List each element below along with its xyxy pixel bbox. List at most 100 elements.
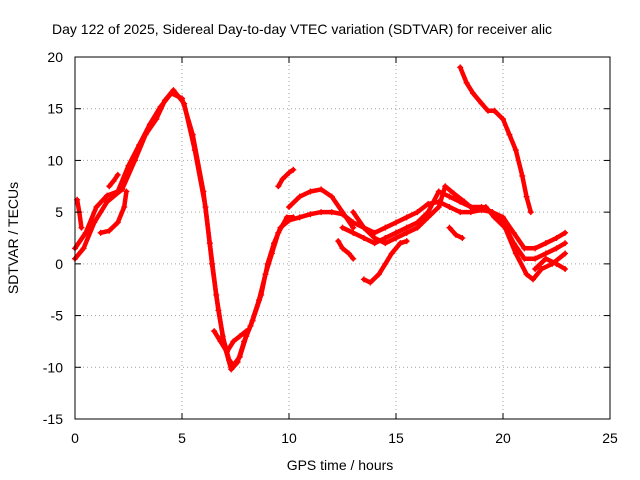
series-line	[457, 65, 534, 215]
series-line	[211, 328, 249, 355]
data-point	[512, 147, 519, 154]
data-point	[562, 266, 569, 273]
data-point	[446, 203, 453, 210]
data-point	[414, 224, 421, 231]
data-point	[328, 209, 335, 216]
y-tick-label: -15	[43, 411, 63, 427]
data-point	[470, 90, 477, 97]
series-line	[276, 167, 296, 189]
data-point	[382, 240, 389, 247]
data-point	[403, 238, 410, 245]
data-point	[463, 79, 470, 86]
series-track-2	[72, 87, 297, 373]
data-point	[491, 107, 498, 114]
y-tick-label: 15	[47, 101, 63, 117]
series-line	[286, 199, 568, 251]
data-point	[527, 209, 534, 216]
data-point	[97, 229, 104, 236]
data-point	[339, 245, 346, 252]
data-point	[523, 271, 530, 278]
data-point	[425, 209, 432, 216]
data-point	[247, 322, 254, 329]
data-point	[446, 193, 453, 200]
data-point	[562, 229, 569, 236]
y-tick-label: -5	[51, 308, 64, 324]
y-tick-label: -10	[43, 359, 63, 375]
data-point	[371, 235, 378, 241]
data-point	[256, 297, 263, 304]
x-tick-label: 25	[602, 430, 618, 446]
data-point	[106, 227, 113, 234]
data-point	[275, 229, 282, 236]
data-point	[283, 214, 290, 221]
series-line	[286, 187, 356, 230]
data-point	[360, 224, 367, 231]
data-point	[371, 229, 378, 236]
x-axis: 0 5 10 15 20 25	[71, 57, 618, 446]
data-point	[360, 235, 367, 241]
data-point	[161, 97, 168, 104]
data-point	[375, 271, 382, 278]
data-point	[91, 219, 98, 226]
data-series	[72, 64, 569, 373]
data-point	[208, 260, 215, 267]
series-line	[72, 87, 296, 372]
data-point	[452, 231, 459, 238]
data-point	[553, 260, 560, 267]
data-point	[360, 276, 367, 283]
data-point	[393, 229, 399, 236]
data-point	[296, 193, 303, 200]
data-point	[286, 217, 292, 224]
data-point	[523, 193, 530, 200]
data-point	[442, 183, 449, 190]
data-point	[397, 240, 404, 247]
data-point	[104, 192, 111, 199]
data-point	[521, 255, 528, 262]
data-point	[500, 214, 506, 221]
data-point	[393, 219, 399, 226]
data-point	[228, 366, 235, 373]
data-point	[275, 183, 282, 190]
data-point	[457, 64, 464, 71]
data-point	[542, 250, 549, 257]
series-track-8	[286, 186, 357, 231]
data-point	[446, 224, 453, 231]
data-point	[367, 279, 374, 286]
data-point	[104, 198, 111, 205]
chart-title: Day 122 of 2025, Sidereal Day-to-day VTE…	[52, 21, 552, 37]
x-tick-label: 20	[495, 430, 511, 446]
series-track-10	[339, 188, 569, 262]
data-point	[296, 214, 303, 221]
data-point	[542, 240, 549, 247]
data-point	[110, 178, 117, 185]
data-point	[382, 224, 389, 231]
data-point	[485, 107, 492, 114]
series-track-6	[211, 328, 250, 355]
y-axis: -15 -10 -5 0 5 10 15 20	[43, 49, 610, 427]
series-track-9	[286, 198, 569, 252]
x-tick-label: 15	[388, 430, 404, 446]
data-point	[142, 131, 149, 138]
x-axis-title: GPS time / hours	[287, 457, 394, 473]
data-point	[234, 359, 241, 366]
data-point	[461, 198, 468, 205]
data-point	[131, 157, 138, 164]
x-tick-label: 5	[178, 430, 186, 446]
data-point	[335, 238, 342, 245]
data-point	[502, 224, 509, 231]
data-point	[425, 214, 432, 221]
data-point	[510, 229, 517, 236]
series-track-5	[106, 171, 121, 190]
data-point	[170, 87, 177, 94]
series-track-16	[532, 255, 569, 273]
data-point	[215, 307, 222, 314]
data-point	[106, 183, 113, 190]
y-tick-label: 10	[47, 152, 63, 168]
data-point	[414, 209, 421, 216]
data-point	[519, 172, 526, 179]
data-point	[350, 219, 357, 226]
data-point	[191, 147, 198, 154]
data-point	[435, 203, 442, 210]
data-point	[450, 190, 457, 197]
